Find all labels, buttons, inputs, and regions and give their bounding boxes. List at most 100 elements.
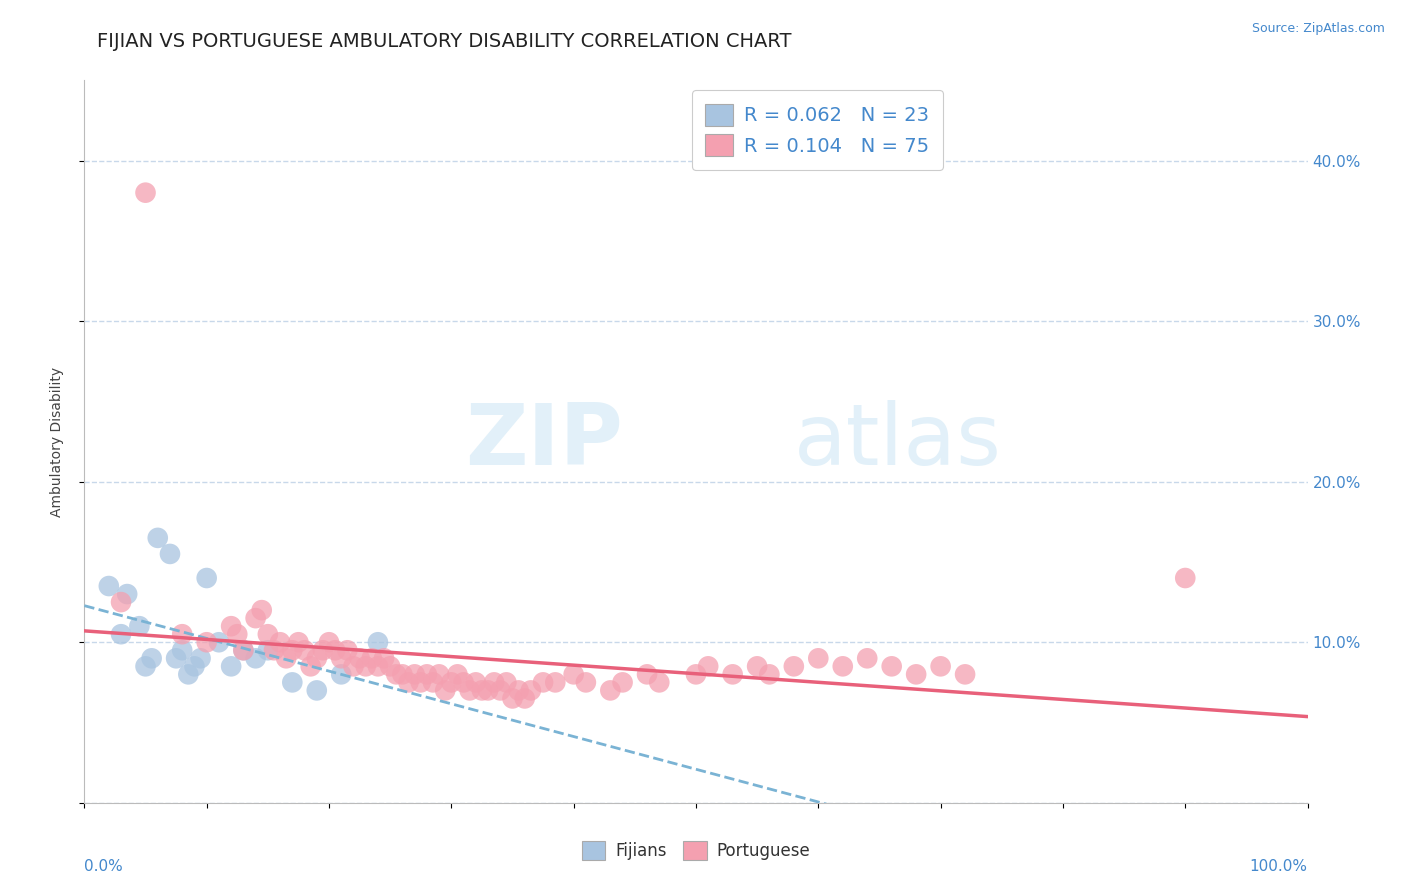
Point: [531, 675, 554, 690]
Point: [128, 619, 150, 633]
Point: [146, 531, 169, 545]
Point: [648, 675, 671, 690]
Point: [404, 667, 426, 681]
Point: [294, 643, 316, 657]
Point: [599, 683, 621, 698]
Point: [245, 611, 267, 625]
Point: [135, 659, 157, 673]
Point: [135, 186, 157, 200]
Text: ZIP: ZIP: [465, 400, 623, 483]
Point: [195, 571, 218, 585]
Point: [464, 675, 486, 690]
Point: [856, 651, 879, 665]
Point: [263, 643, 285, 657]
Point: [477, 683, 499, 698]
Point: [349, 651, 371, 665]
Point: [110, 627, 132, 641]
Text: 0.0%: 0.0%: [84, 859, 124, 874]
Point: [416, 667, 439, 681]
Point: [482, 675, 505, 690]
Point: [721, 667, 744, 681]
Point: [520, 683, 543, 698]
Point: [276, 651, 298, 665]
Point: [299, 659, 322, 673]
Point: [281, 643, 304, 657]
Point: [391, 667, 413, 681]
Point: [373, 651, 395, 665]
Legend: Fijians, Portuguese: Fijians, Portuguese: [575, 834, 817, 867]
Point: [172, 643, 194, 657]
Point: [612, 675, 634, 690]
Point: [758, 667, 780, 681]
Point: [195, 635, 218, 649]
Point: [269, 635, 291, 649]
Point: [336, 643, 359, 657]
Point: [747, 659, 769, 673]
Point: [685, 667, 707, 681]
Point: [398, 675, 420, 690]
Point: [183, 659, 205, 673]
Point: [453, 675, 475, 690]
Point: [495, 675, 517, 690]
Point: [250, 603, 273, 617]
Point: [513, 691, 536, 706]
Text: Source: ZipAtlas.com: Source: ZipAtlas.com: [1251, 22, 1385, 36]
Point: [232, 643, 254, 657]
Point: [831, 659, 853, 673]
Point: [905, 667, 928, 681]
Point: [165, 651, 187, 665]
Point: [458, 683, 481, 698]
Point: [575, 675, 598, 690]
Point: [219, 659, 242, 673]
Text: FIJIAN VS PORTUGUESE AMBULATORY DISABILITY CORRELATION CHART: FIJIAN VS PORTUGUESE AMBULATORY DISABILI…: [97, 32, 792, 52]
Point: [446, 667, 468, 681]
Point: [115, 587, 138, 601]
Point: [312, 643, 335, 657]
Point: [305, 683, 328, 698]
Point: [177, 667, 200, 681]
Point: [330, 651, 353, 665]
Point: [697, 659, 720, 673]
Point: [232, 643, 254, 657]
Point: [409, 675, 432, 690]
Point: [245, 651, 267, 665]
Point: [159, 547, 181, 561]
Point: [219, 619, 242, 633]
Point: [1174, 571, 1197, 585]
Point: [257, 627, 280, 641]
Point: [323, 643, 346, 657]
Point: [434, 683, 457, 698]
Text: 100.0%: 100.0%: [1250, 859, 1308, 874]
Point: [544, 675, 567, 690]
Point: [929, 659, 952, 673]
Point: [422, 675, 444, 690]
Point: [287, 635, 309, 649]
Point: [330, 667, 353, 681]
Text: atlas: atlas: [794, 400, 1002, 483]
Point: [367, 659, 389, 673]
Point: [636, 667, 658, 681]
Point: [305, 651, 328, 665]
Point: [783, 659, 806, 673]
Point: [508, 683, 530, 698]
Point: [110, 595, 132, 609]
Point: [172, 627, 194, 641]
Point: [257, 643, 280, 657]
Point: [190, 651, 212, 665]
Point: [380, 659, 402, 673]
Point: [471, 683, 494, 698]
Point: [342, 659, 364, 673]
Point: [385, 667, 408, 681]
Point: [354, 659, 377, 673]
Point: [208, 635, 231, 649]
Y-axis label: Ambulatory Disability: Ambulatory Disability: [49, 367, 63, 516]
Point: [953, 667, 976, 681]
Point: [440, 675, 463, 690]
Point: [489, 683, 512, 698]
Point: [367, 635, 389, 649]
Point: [318, 635, 340, 649]
Point: [141, 651, 163, 665]
Point: [97, 579, 120, 593]
Point: [502, 691, 524, 706]
Point: [880, 659, 903, 673]
